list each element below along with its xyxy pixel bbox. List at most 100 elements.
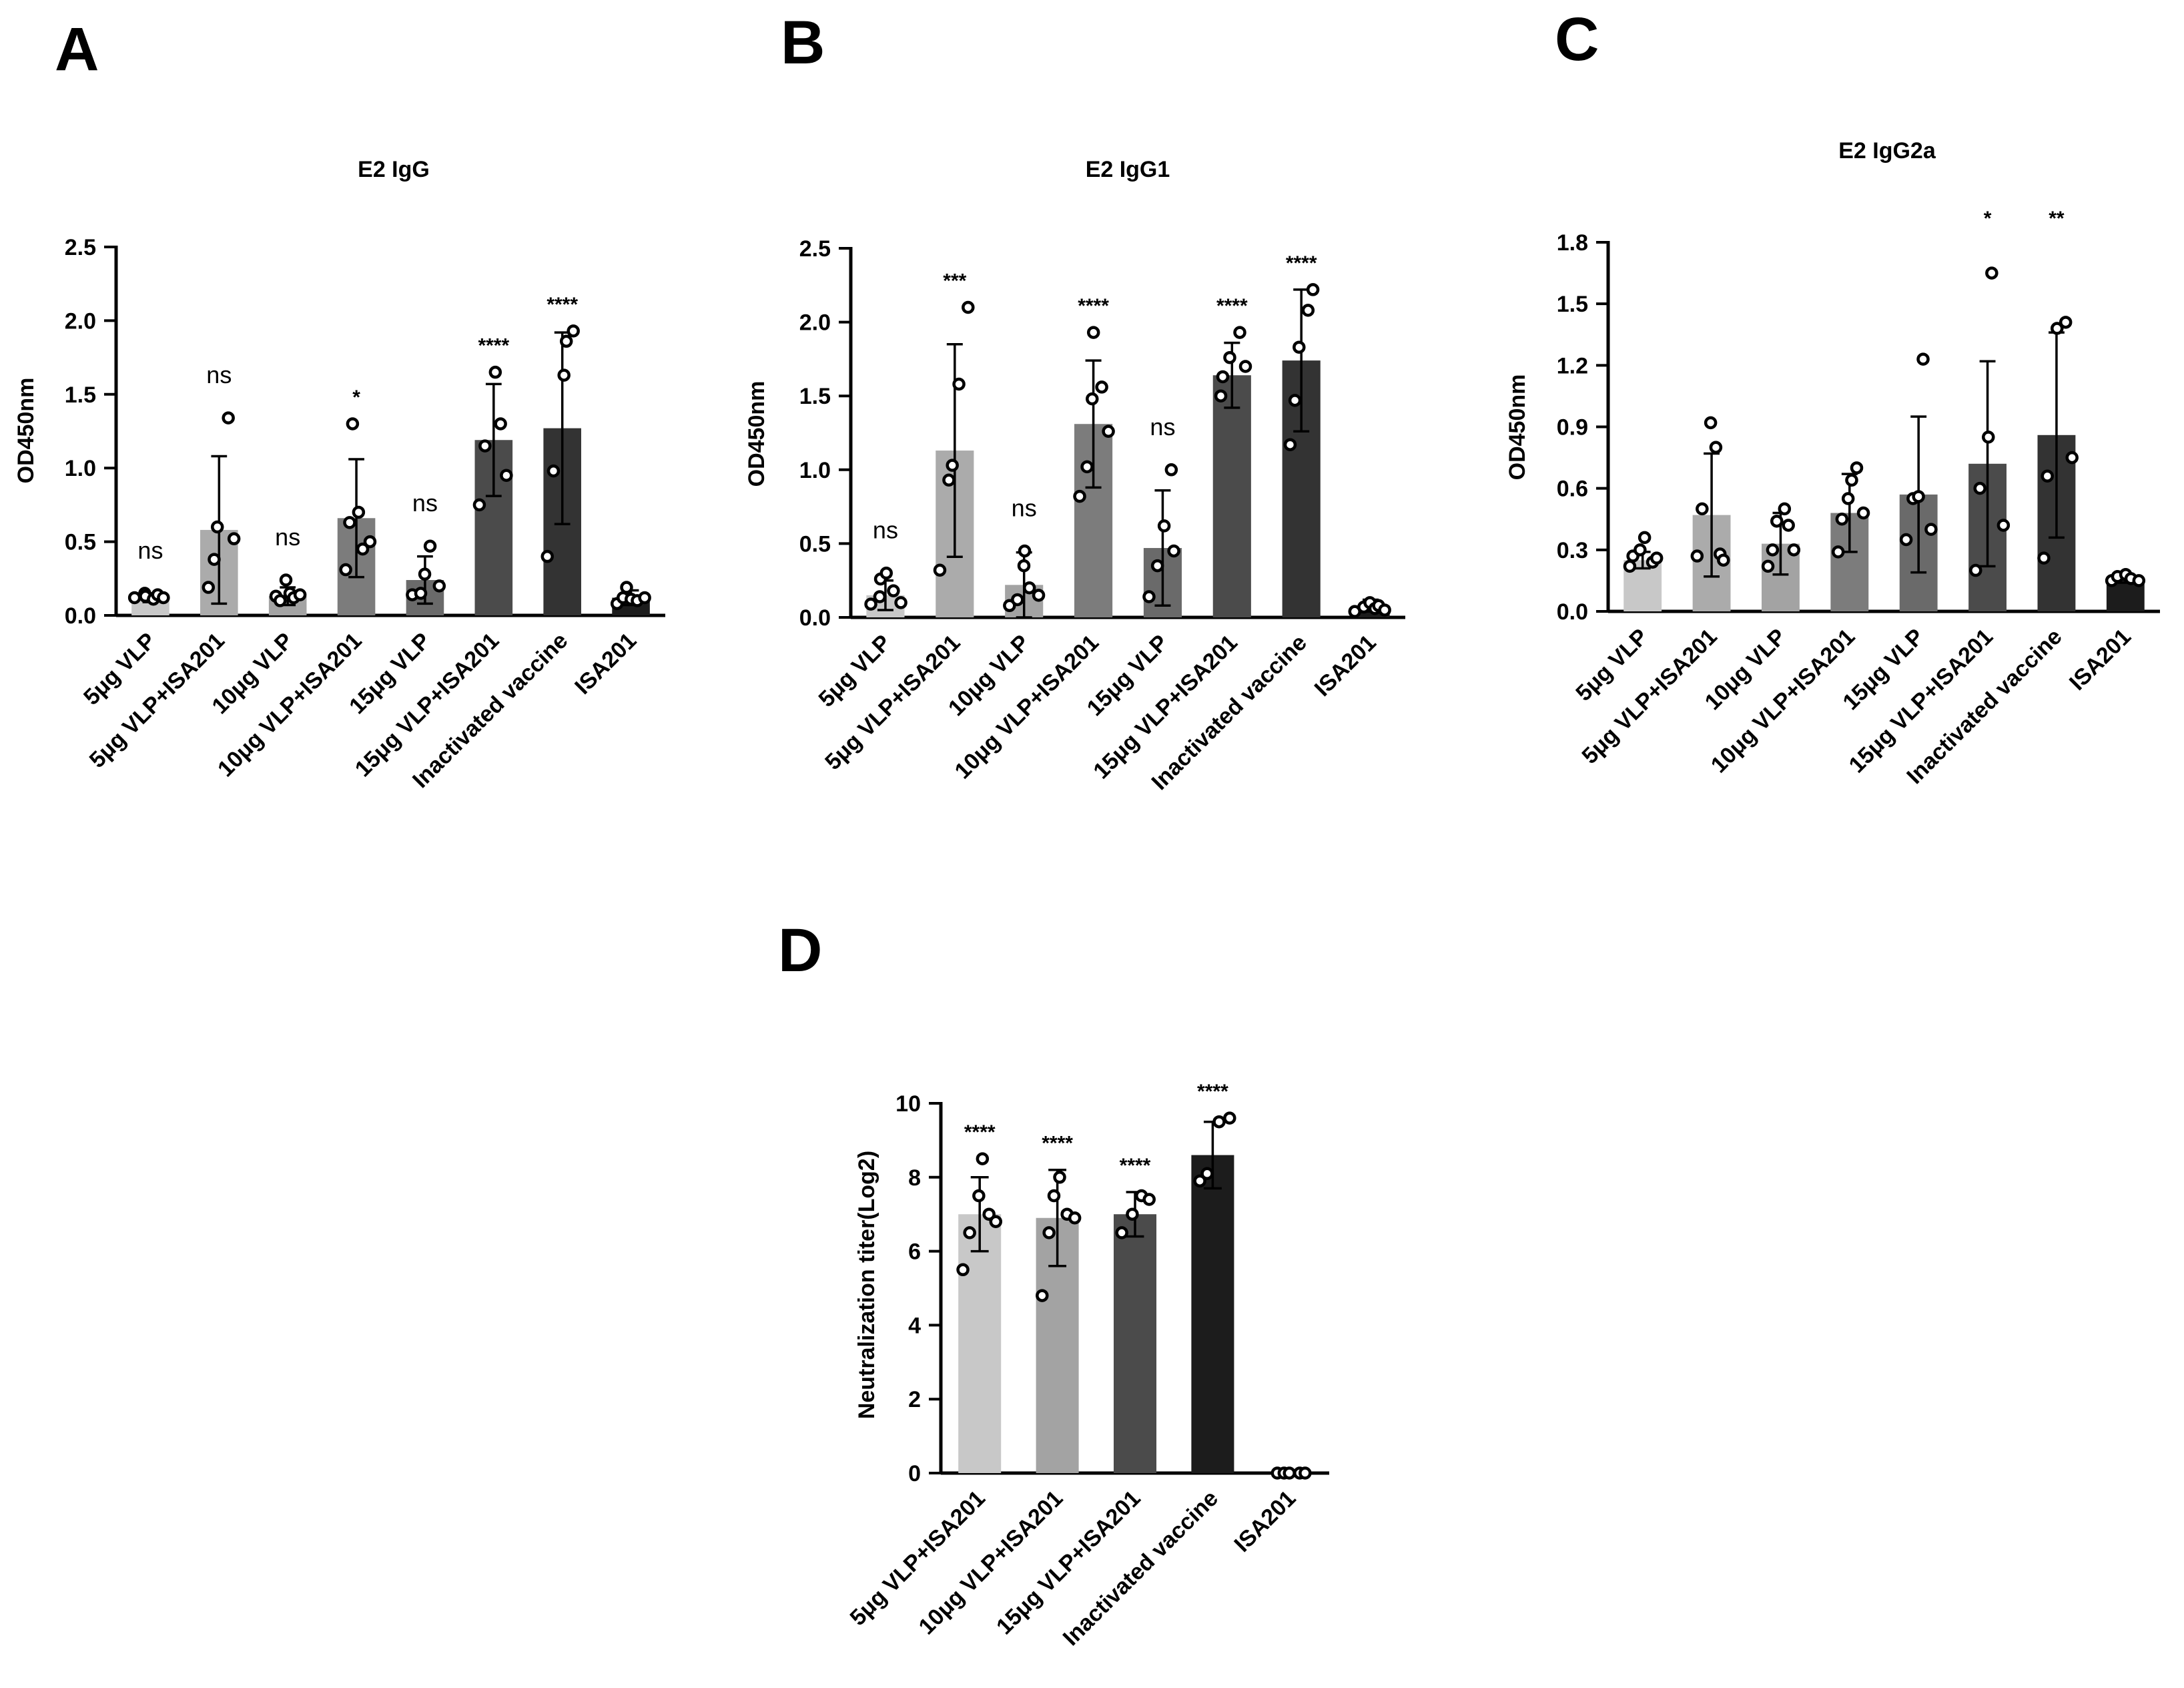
- data-point: [1787, 543, 1801, 557]
- significance-label: ****: [1286, 252, 1317, 274]
- data-point: [1831, 545, 1845, 559]
- data-point: [559, 334, 573, 348]
- panel-letter-b: B: [781, 9, 825, 77]
- data-point: [1766, 543, 1780, 557]
- y-tick-label: 2: [908, 1387, 921, 1412]
- data-point: [1770, 515, 1784, 528]
- data-point: [1238, 360, 1252, 373]
- data-point: [1969, 563, 1982, 577]
- chart-title: E2 IgG1: [1086, 157, 1170, 182]
- y-tick-label: 0.3: [1557, 538, 1588, 563]
- data-point: [352, 505, 366, 519]
- y-tick-label: 1.5: [799, 384, 831, 409]
- data-point: [1637, 531, 1652, 545]
- data-point: [1709, 441, 1723, 454]
- data-point: [2050, 322, 2064, 335]
- data-point: [933, 563, 947, 577]
- data-point: [346, 417, 360, 431]
- y-axis-label: OD450nm: [744, 381, 769, 487]
- data-point: [210, 520, 224, 534]
- data-point: [1193, 1174, 1206, 1188]
- error-bar: [485, 382, 502, 497]
- data-point: [557, 368, 571, 382]
- y-tick-label: 0: [908, 1461, 921, 1486]
- data-point: [1835, 513, 1849, 526]
- data-point: [1924, 523, 1938, 536]
- data-point: [1293, 340, 1306, 354]
- significance-label: ns: [1012, 494, 1037, 521]
- y-axis-label: OD450nm: [13, 378, 39, 484]
- significance-label: *: [352, 386, 360, 408]
- y-tick-label: 0.0: [799, 605, 831, 631]
- data-point: [1068, 1211, 1082, 1225]
- data-point: [1288, 394, 1302, 407]
- data-point: [1047, 1189, 1061, 1203]
- data-point: [1142, 590, 1156, 603]
- data-point: [1216, 370, 1230, 384]
- significance-label: ****: [1216, 295, 1248, 317]
- data-point: [478, 439, 492, 453]
- significance-label: ****: [478, 335, 509, 357]
- significance-label: ****: [1120, 1155, 1151, 1177]
- data-point: [293, 588, 307, 601]
- data-point: [1782, 519, 1795, 532]
- data-point: [1036, 1289, 1049, 1302]
- data-point: [414, 587, 428, 600]
- error-bar: [1154, 489, 1171, 607]
- data-point: [1095, 380, 1108, 394]
- data-point: [1126, 1207, 1139, 1221]
- data-point: [1086, 326, 1100, 339]
- data-point: [1704, 416, 1718, 430]
- y-tick-label: 2.0: [65, 308, 96, 334]
- data-point: [547, 464, 561, 478]
- data-point: [1996, 519, 2011, 532]
- data-point: [1164, 463, 1178, 477]
- significance-label: ***: [943, 270, 966, 292]
- data-point: [989, 1215, 1003, 1229]
- y-tick-label: 1.2: [1557, 353, 1588, 378]
- data-point: [1080, 460, 1094, 474]
- data-point: [1212, 1115, 1226, 1129]
- data-point: [1200, 1167, 1214, 1181]
- data-point: [157, 591, 170, 605]
- data-point: [2065, 451, 2079, 465]
- error-bar: [1048, 1168, 1067, 1268]
- bar: [1191, 1155, 1234, 1473]
- category-label: 10μg VLP+ISA201: [914, 1486, 1068, 1640]
- y-tick-label: 2.0: [799, 310, 831, 336]
- data-point: [222, 411, 235, 425]
- data-point: [976, 1152, 990, 1165]
- data-point: [1850, 461, 1864, 475]
- chart-title: E2 IgG: [358, 157, 430, 182]
- y-tick-label: 10: [895, 1091, 921, 1117]
- data-point: [227, 532, 241, 545]
- data-point: [887, 584, 900, 597]
- y-tick-label: 1.0: [799, 458, 831, 483]
- data-point: [1053, 1171, 1066, 1184]
- significance-label: ns: [137, 537, 163, 564]
- data-point: [1299, 1466, 1312, 1480]
- data-point: [1011, 593, 1024, 607]
- y-tick-label: 1.5: [65, 382, 96, 408]
- data-point: [1223, 1111, 1236, 1125]
- data-point: [500, 469, 513, 482]
- y-tick-label: 6: [908, 1239, 921, 1265]
- significance-label: ns: [206, 361, 232, 388]
- y-axis-label: Neutralization titer(Log2): [854, 1151, 879, 1419]
- data-point: [1717, 553, 1730, 567]
- y-tick-label: 0.9: [1557, 415, 1588, 441]
- data-point: [1690, 549, 1704, 563]
- data-point: [2037, 551, 2051, 565]
- data-point: [1856, 506, 1870, 520]
- data-point: [1073, 489, 1086, 503]
- category-label: Inactivated vaccine: [1058, 1486, 1223, 1651]
- data-point: [1985, 266, 1998, 280]
- data-point: [1982, 431, 1995, 444]
- data-point: [418, 567, 432, 581]
- data-point: [1157, 519, 1171, 533]
- data-point: [946, 459, 959, 472]
- y-axis-label: OD450nm: [1505, 374, 1530, 481]
- category-label: ISA201: [1310, 630, 1381, 701]
- data-point: [1283, 438, 1297, 451]
